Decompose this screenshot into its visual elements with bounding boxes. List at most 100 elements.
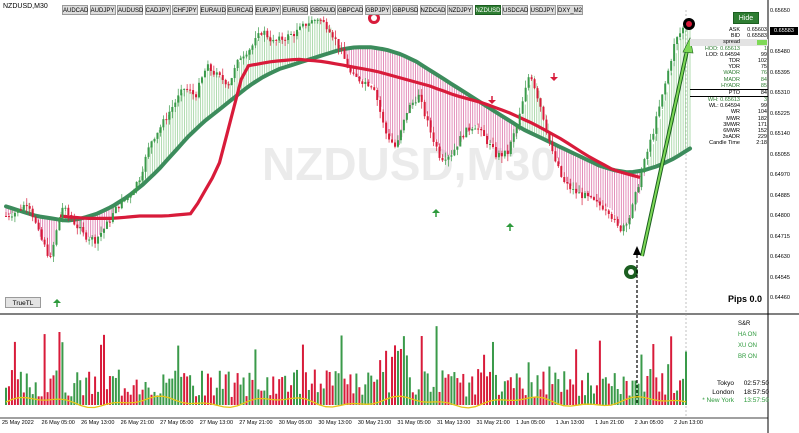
volume-bar [542, 371, 545, 405]
symbol-button-eurjpy[interactable]: EURJPY [254, 5, 281, 15]
volume-bar [16, 379, 19, 405]
candle-body [165, 119, 168, 121]
candle-body [462, 136, 465, 138]
candle-body [527, 77, 530, 88]
trend-arrow-line [641, 45, 689, 257]
time-tick: 2 Jun 05:00 [634, 420, 664, 426]
volume-bar [554, 372, 557, 405]
symbol-button-audusd[interactable]: AUDUSD [117, 5, 143, 15]
info-label: 6MWR [723, 128, 740, 134]
truetl-button[interactable]: TrueTL [5, 297, 41, 308]
symbol-button-audjpy[interactable]: AUDJPY [89, 5, 116, 15]
volume-bar [304, 372, 307, 405]
candle-body [542, 106, 545, 120]
info-row-wr: WR 104 [690, 109, 768, 115]
buy-arrow-icon [53, 299, 61, 303]
price-tick: 0.64715 [770, 233, 790, 240]
volume-bar [655, 377, 658, 405]
symbol-button-nzdusd[interactable]: NZDUSD [474, 5, 501, 15]
volume-bar [477, 369, 480, 405]
symbol-button-gbpjpy[interactable]: GBPJPY [364, 5, 391, 15]
candle-body [28, 206, 31, 209]
candle-body [236, 59, 239, 69]
symbol-button-dxy_m2[interactable]: DXY_M2 [557, 5, 583, 15]
volume-bar [19, 371, 22, 405]
volume-bar [76, 372, 79, 405]
bid-label: BID [730, 33, 740, 40]
symbol-button-audcad[interactable]: AUDCAD [62, 5, 88, 15]
volume-bar [91, 393, 94, 405]
wl-row: WL: 0.64594 99 [690, 103, 768, 109]
sr-xu-toggle[interactable]: XU ON [738, 343, 758, 349]
volume-bar [530, 382, 533, 405]
symbol-button-nzdcad[interactable]: NZDCAD [419, 5, 446, 15]
volume-bar [503, 381, 506, 405]
volume-bar [209, 377, 212, 405]
volume-bar [278, 379, 281, 405]
hod-value: 1 [763, 45, 767, 52]
volume-bar [254, 349, 257, 405]
candle-body [70, 214, 73, 220]
candle-body [524, 87, 527, 102]
info-row-wadr: WADR 76 [690, 70, 768, 76]
symbol-button-gbpusd[interactable]: GBPUSD [392, 5, 418, 15]
volume-bar [284, 375, 287, 405]
volume-bar [607, 383, 610, 405]
candle-body [509, 141, 512, 155]
sr-ha-toggle[interactable]: HA ON [738, 332, 757, 338]
candle-body [483, 130, 486, 136]
volume-bar [46, 392, 49, 405]
moving-average-line [4, 45, 692, 223]
candle-body [144, 156, 147, 172]
candle-body [206, 64, 209, 71]
volume-bar [10, 370, 13, 405]
price-tick: 0.64460 [770, 295, 790, 301]
candle-body [494, 147, 497, 158]
volume-bar [260, 390, 263, 405]
volume-bar [509, 377, 512, 405]
symbol-button-chfjpy[interactable]: CHFJPY [172, 5, 198, 15]
candle-body [676, 37, 679, 45]
volume-bar [200, 370, 203, 405]
candle-body [578, 192, 581, 194]
candle-body [679, 33, 682, 38]
symbol-button-eurcad[interactable]: EURCAD [227, 5, 253, 15]
volume-bar [227, 371, 230, 405]
sr-br-toggle[interactable]: BR ON [738, 354, 758, 360]
candle-body [221, 75, 224, 80]
candle-body [195, 94, 198, 98]
symbol-button-usdcad[interactable]: USDCAD [502, 5, 528, 15]
candle-body [518, 113, 521, 126]
candle-body [296, 29, 299, 37]
symbol-button-gbpaud[interactable]: GBPAUD [309, 5, 336, 15]
candle-body [293, 33, 296, 37]
volume-bar [186, 376, 189, 405]
volume-bar [450, 376, 453, 405]
symbol-button-usdjpy[interactable]: USDJPY [529, 5, 556, 15]
volume-bar [589, 385, 592, 405]
volume-bar [224, 374, 227, 405]
symbol-button-gbpcad[interactable]: GBPCAD [337, 5, 363, 15]
candle-body [649, 139, 652, 152]
symbol-button-nzdjpy[interactable]: NZDJPY [447, 5, 473, 15]
candle-body [426, 116, 429, 121]
symbol-button-cadjpy[interactable]: CADJPY [144, 5, 171, 15]
sell-arrow-icon [550, 77, 558, 81]
candle-body [613, 218, 616, 220]
candle-body [322, 20, 325, 22]
symbol-button-euraud[interactable]: EURAUD [199, 5, 226, 15]
candle-body [643, 159, 646, 172]
candle-body [61, 207, 64, 218]
candle-body [575, 188, 578, 194]
candle-body [560, 166, 563, 177]
candle-body [557, 161, 560, 167]
info-label: MWR [726, 115, 740, 122]
time-tick: 30 May 21:00 [357, 420, 392, 426]
candle-body [500, 153, 503, 157]
hide-button[interactable]: Hide [733, 12, 759, 24]
candle-body [230, 78, 233, 85]
candle-body [391, 139, 394, 143]
symbol-button-eurusd[interactable]: EURUSD [282, 5, 308, 15]
candle-body [58, 217, 61, 231]
